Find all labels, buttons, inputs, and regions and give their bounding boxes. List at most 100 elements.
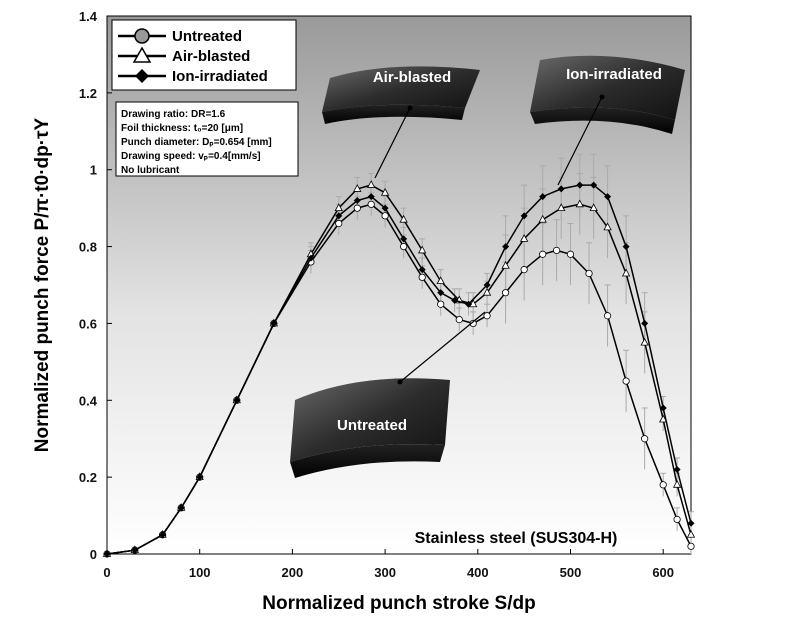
data-point — [335, 219, 343, 228]
data-point — [399, 214, 408, 223]
data-point — [640, 337, 649, 346]
data-point — [367, 200, 375, 208]
legend-marker-diamond — [135, 69, 149, 83]
data-point — [418, 266, 426, 274]
legend: Untreated Air-blasted Ion-irradiated — [111, 19, 297, 91]
conditions-box: Drawing ratio: DR=1.6 Foil thickness: t₀… — [115, 101, 299, 177]
legend-marker-circle — [134, 28, 150, 44]
y-tick-label: 1.2 — [79, 86, 97, 101]
data-point — [437, 289, 445, 297]
y-tick-label: 0.4 — [79, 393, 98, 408]
data-point — [468, 299, 478, 308]
data-series — [102, 180, 696, 558]
data-point — [367, 193, 375, 201]
x-axis-title: Normalized punch stroke S/dp — [262, 593, 535, 614]
data-point — [539, 250, 547, 258]
data-point — [455, 315, 463, 324]
data-point — [539, 193, 547, 201]
data-point — [465, 300, 473, 308]
ion-irradiated-pointer — [557, 96, 603, 186]
data-point — [451, 296, 459, 304]
air-blasted-pointer — [374, 107, 411, 179]
data-point — [552, 246, 561, 255]
data-point — [159, 531, 167, 539]
data-point — [353, 184, 362, 192]
data-point — [482, 287, 492, 296]
data-point — [196, 473, 204, 481]
x-tick-label: 0 — [103, 565, 110, 580]
condition-drawing-ratio: Drawing ratio: DR=1.6 — [121, 109, 226, 120]
data-point — [686, 529, 696, 538]
y-tick-label: 1 — [90, 163, 97, 178]
data-point — [367, 180, 376, 188]
data-point — [400, 235, 408, 243]
data-point — [519, 234, 529, 242]
data-point — [673, 465, 681, 473]
data-point — [437, 300, 445, 308]
legend-marker-triangle — [132, 46, 152, 63]
data-point — [502, 289, 510, 297]
data-point — [538, 214, 547, 223]
data-point — [672, 479, 682, 488]
data-point — [502, 243, 510, 251]
data-point — [307, 254, 315, 262]
ion-irradiated-pointer-dot — [599, 94, 605, 100]
data-point — [335, 212, 343, 220]
ion-irradiated-photo-label: Ion-irradiated — [566, 66, 662, 83]
data-point — [659, 481, 667, 489]
air-blasted-pointer-dot — [407, 105, 413, 111]
y-tick-label: 0.2 — [79, 470, 97, 485]
data-point — [687, 542, 695, 550]
y-tick-label: 1.4 — [79, 9, 98, 24]
data-point — [622, 377, 630, 385]
data-point — [603, 222, 612, 231]
y-tick-label: 0 — [90, 547, 97, 562]
y-axis-title: Normalized punch force P/π·t0·dp·τY — [32, 117, 53, 452]
data-point — [622, 243, 630, 251]
series-line — [106, 184, 692, 555]
x-tick-label: 500 — [560, 565, 582, 580]
data-point — [575, 199, 584, 208]
data-point — [603, 312, 612, 320]
legend-item-air-blasted: Air-blasted — [118, 46, 250, 65]
data-point — [557, 185, 565, 193]
condition-drawing-speed: Drawing speed: vₚ=0.4[mm/s] — [121, 151, 261, 162]
data-point — [566, 250, 575, 258]
data-point — [659, 404, 667, 412]
data-point — [520, 266, 528, 274]
legend-label-ion-irradiated: Ion-irradiated — [172, 68, 268, 85]
y-tick-label: 0.8 — [79, 240, 97, 255]
data-point — [103, 550, 111, 558]
data-point — [334, 203, 343, 212]
x-tick-label: 200 — [282, 565, 304, 580]
y-tick-label: 0.6 — [79, 316, 97, 331]
data-point — [418, 245, 427, 254]
data-point — [673, 515, 681, 524]
data-point — [270, 319, 278, 327]
legend-label-untreated: Untreated — [172, 28, 242, 45]
data-point — [483, 281, 491, 289]
data-point — [381, 212, 389, 220]
ion-irradiated-surface-photo: Ion-irradiated — [530, 55, 685, 134]
untreated-photo-label: Untreated — [337, 417, 407, 434]
air-blasted-photo-label: Air-blasted — [373, 69, 451, 86]
data-point — [557, 203, 566, 212]
data-point — [400, 242, 408, 251]
data-point — [589, 203, 598, 212]
data-point — [353, 204, 361, 212]
condition-punch-diameter: Punch diameter: Dₚ=0.654 [mm] — [121, 137, 272, 148]
data-point — [469, 319, 477, 328]
data-point — [590, 181, 598, 189]
condition-lubricant: No lubricant — [121, 165, 180, 176]
data-point — [177, 504, 185, 512]
legend-item-untreated: Untreated — [118, 28, 242, 45]
legend-label-air-blasted: Air-blasted — [172, 48, 250, 65]
x-tick-label: 400 — [467, 565, 489, 580]
data-point — [483, 312, 491, 320]
data-point — [418, 273, 426, 281]
x-tick-label: 300 — [374, 565, 396, 580]
data-point — [131, 546, 139, 554]
data-point — [353, 196, 361, 204]
axes: 0 100 200 300 400 500 600 0 0.2 0.4 0.6 0.8 1 1.2 1.4 — [79, 9, 674, 580]
